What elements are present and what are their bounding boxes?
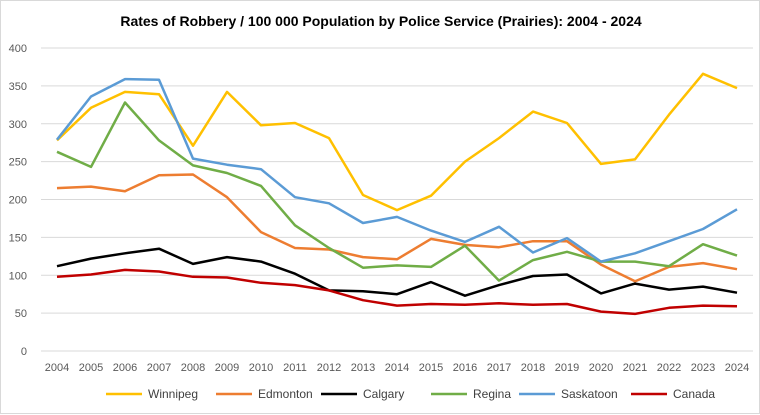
x-tick-label: 2019	[555, 362, 579, 374]
y-tick-label: 150	[9, 232, 27, 244]
x-tick-label: 2005	[79, 362, 103, 374]
legend-label: Canada	[673, 387, 715, 401]
legend-label: Regina	[473, 387, 511, 401]
x-tick-label: 2021	[623, 362, 647, 374]
y-tick-label: 300	[9, 119, 27, 131]
y-tick-label: 250	[9, 157, 27, 169]
y-tick-label: 200	[9, 195, 27, 207]
x-tick-label: 2011	[283, 362, 307, 374]
x-tick-label: 2024	[725, 362, 749, 374]
x-tick-label: 2017	[487, 362, 511, 374]
x-tick-label: 2016	[453, 362, 477, 374]
series-line-saskatoon	[56, 77, 738, 263]
series-line-winnipeg	[56, 72, 738, 212]
y-tick-label: 100	[9, 270, 27, 282]
x-tick-label: 2014	[385, 362, 409, 374]
x-tick-label: 2012	[317, 362, 341, 374]
y-tick-label: 50	[15, 308, 27, 320]
x-tick-label: 2015	[419, 362, 443, 374]
y-tick-label: 0	[21, 346, 27, 358]
x-tick-label: 2006	[113, 362, 137, 374]
x-tick-label: 2007	[147, 362, 171, 374]
x-tick-label: 2004	[45, 362, 69, 374]
x-tick-label: 2013	[351, 362, 375, 374]
legend-label: Saskatoon	[561, 387, 618, 401]
legend-label: Edmonton	[258, 387, 313, 401]
series-line-canada	[56, 268, 738, 316]
y-tick-label: 400	[9, 43, 27, 55]
x-tick-label: 2010	[249, 362, 273, 374]
x-tick-label: 2009	[215, 362, 239, 374]
legend-label: Winnipeg	[148, 387, 198, 401]
x-tick-label: 2020	[589, 362, 613, 374]
series-line-regina	[56, 101, 738, 282]
x-tick-label: 2022	[657, 362, 681, 374]
series-line-calgary	[56, 247, 738, 297]
legend-label: Calgary	[363, 387, 404, 401]
series-line-edmonton	[56, 173, 738, 283]
y-tick-label: 350	[9, 81, 27, 93]
x-tick-label: 2018	[521, 362, 545, 374]
chart-title: Rates of Robbery / 100 000 Population by…	[120, 13, 642, 29]
x-tick-label: 2008	[181, 362, 205, 374]
x-tick-label: 2023	[691, 362, 715, 374]
